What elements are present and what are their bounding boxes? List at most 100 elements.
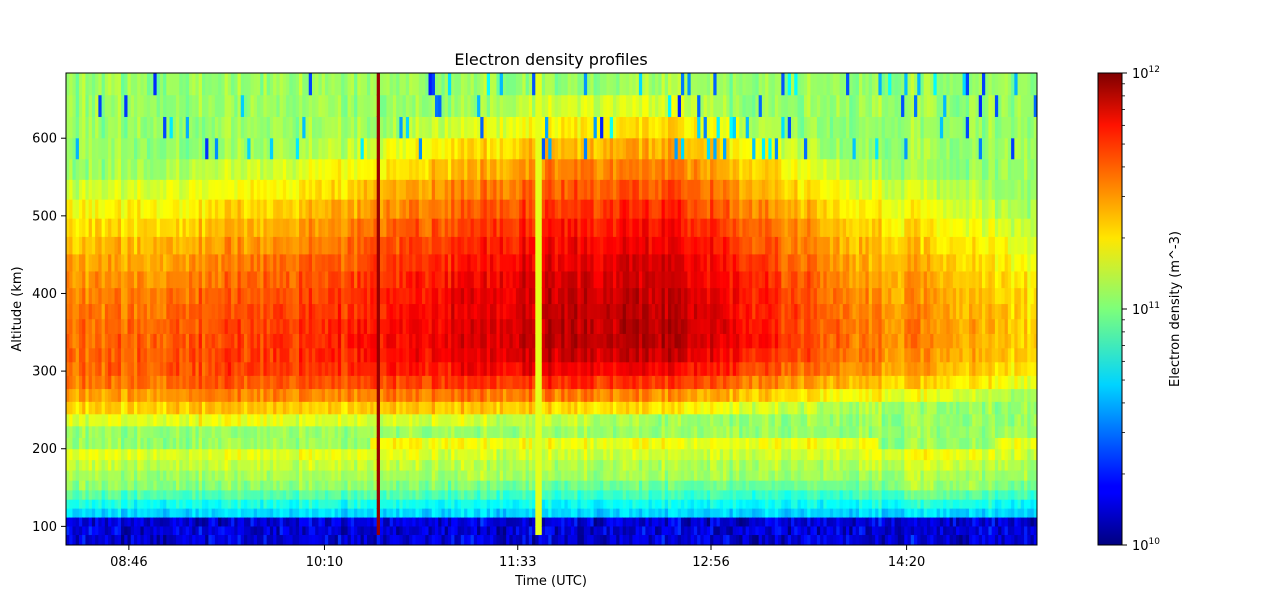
- heatmap-cell: [392, 361, 397, 376]
- heatmap-cell: [509, 318, 514, 334]
- heatmap-cell: [490, 361, 494, 376]
- heatmap-cell: [551, 333, 556, 349]
- heatmap-cell: [273, 517, 277, 527]
- heatmap-cell: [143, 303, 148, 320]
- heatmap-cell: [247, 179, 251, 200]
- heatmap-cell: [434, 437, 439, 450]
- heatmap-cell: [69, 448, 73, 461]
- heatmap-cell: [214, 179, 219, 200]
- heatmap-cell: [318, 388, 323, 402]
- heatmap-cell: [483, 375, 488, 390]
- heatmap-cell: [88, 116, 93, 139]
- heatmap-cell: [276, 236, 281, 255]
- heatmap-cell: [214, 158, 219, 180]
- heatmap-cell: [78, 73, 83, 96]
- heatmap-cell: [276, 347, 281, 363]
- heatmap-cell: [386, 459, 391, 471]
- heatmap-cell: [509, 459, 514, 471]
- heatmap-cell: [311, 361, 316, 376]
- heatmap-cell: [464, 333, 468, 349]
- heatmap-cell: [256, 480, 261, 491]
- heatmap-cell: [551, 361, 556, 376]
- heatmap-cell: [376, 236, 381, 255]
- heatmap-cell: [409, 199, 413, 219]
- heatmap-cell: [224, 480, 229, 491]
- heatmap-cell: [260, 470, 264, 481]
- heatmap-cell: [286, 116, 290, 139]
- heatmap-cell: [431, 534, 436, 546]
- heatmap-cell: [98, 287, 103, 305]
- heatmap-cell: [169, 137, 174, 160]
- heatmap-cell: [121, 413, 125, 427]
- heatmap-cell: [548, 347, 552, 363]
- heatmap-cell: [367, 116, 371, 139]
- heatmap-cell: [286, 270, 290, 289]
- heatmap-cell: [269, 270, 274, 289]
- heatmap-cell: [85, 413, 90, 427]
- heatmap-cell: [240, 253, 245, 272]
- heatmap-cell: [286, 470, 290, 481]
- heatmap-cell: [198, 489, 203, 500]
- heatmap-cell: [172, 361, 177, 376]
- heatmap-cell: [541, 480, 546, 491]
- heatmap-cell: [490, 437, 494, 450]
- heatmap-cell: [244, 499, 248, 509]
- heatmap-cell: [480, 517, 485, 527]
- heatmap-cell: [124, 347, 128, 363]
- heatmap-cell: [153, 270, 158, 289]
- heatmap-cell: [266, 508, 271, 518]
- heatmap-cell: [490, 73, 494, 96]
- heatmap-cell: [159, 375, 164, 390]
- heatmap-cell: [402, 253, 407, 272]
- heatmap-cell: [496, 199, 501, 219]
- heatmap-cell: [101, 437, 106, 450]
- heatmap-cell: [302, 448, 307, 461]
- heatmap-cell: [98, 470, 103, 481]
- heatmap-cell: [153, 137, 158, 160]
- heatmap-cell: [344, 303, 349, 320]
- heatmap-cell: [409, 116, 413, 139]
- heatmap-cell: [289, 489, 294, 500]
- heatmap-cell: [386, 401, 391, 415]
- heatmap-cell: [337, 489, 342, 500]
- heatmap-cell: [522, 287, 527, 305]
- heatmap-cell: [85, 480, 90, 491]
- heatmap-cell: [130, 517, 135, 527]
- heatmap-cell: [386, 425, 391, 438]
- heatmap-cell: [153, 303, 158, 320]
- heatmap-cell: [331, 73, 336, 96]
- heatmap-cell: [75, 459, 80, 471]
- heatmap-cell: [502, 333, 507, 349]
- heatmap-cell: [311, 480, 316, 491]
- heatmap-cell: [545, 413, 549, 427]
- heatmap-cell: [282, 116, 287, 139]
- heatmap-cell: [311, 448, 316, 461]
- heatmap-cell: [506, 236, 510, 255]
- heatmap-cell: [467, 73, 472, 96]
- heatmap-cell: [396, 347, 400, 363]
- heatmap-cell: [256, 137, 261, 160]
- heatmap-cell: [159, 253, 164, 272]
- heatmap-cell: [221, 333, 226, 349]
- heatmap-cell: [490, 375, 494, 390]
- heatmap-cell: [250, 137, 255, 160]
- heatmap-cell: [111, 425, 116, 438]
- heatmap-cell: [363, 303, 368, 320]
- heatmap-cell: [493, 179, 497, 200]
- heatmap-cell: [548, 333, 552, 349]
- heatmap-cell: [418, 401, 423, 415]
- heatmap-cell: [69, 534, 73, 546]
- heatmap-cell: [302, 425, 307, 438]
- heatmap-cell: [111, 270, 116, 289]
- heatmap-cell: [422, 347, 426, 363]
- heatmap-cell: [140, 413, 145, 427]
- heatmap-cell: [130, 361, 135, 376]
- heatmap-cell: [434, 534, 439, 546]
- heatmap-cell: [460, 375, 465, 390]
- heatmap-cell: [318, 73, 323, 96]
- heatmap-cell: [357, 534, 362, 546]
- heatmap-cell: [75, 303, 80, 320]
- heatmap-cell: [146, 199, 151, 219]
- heatmap-cell: [117, 303, 122, 320]
- heatmap-cell: [376, 94, 381, 117]
